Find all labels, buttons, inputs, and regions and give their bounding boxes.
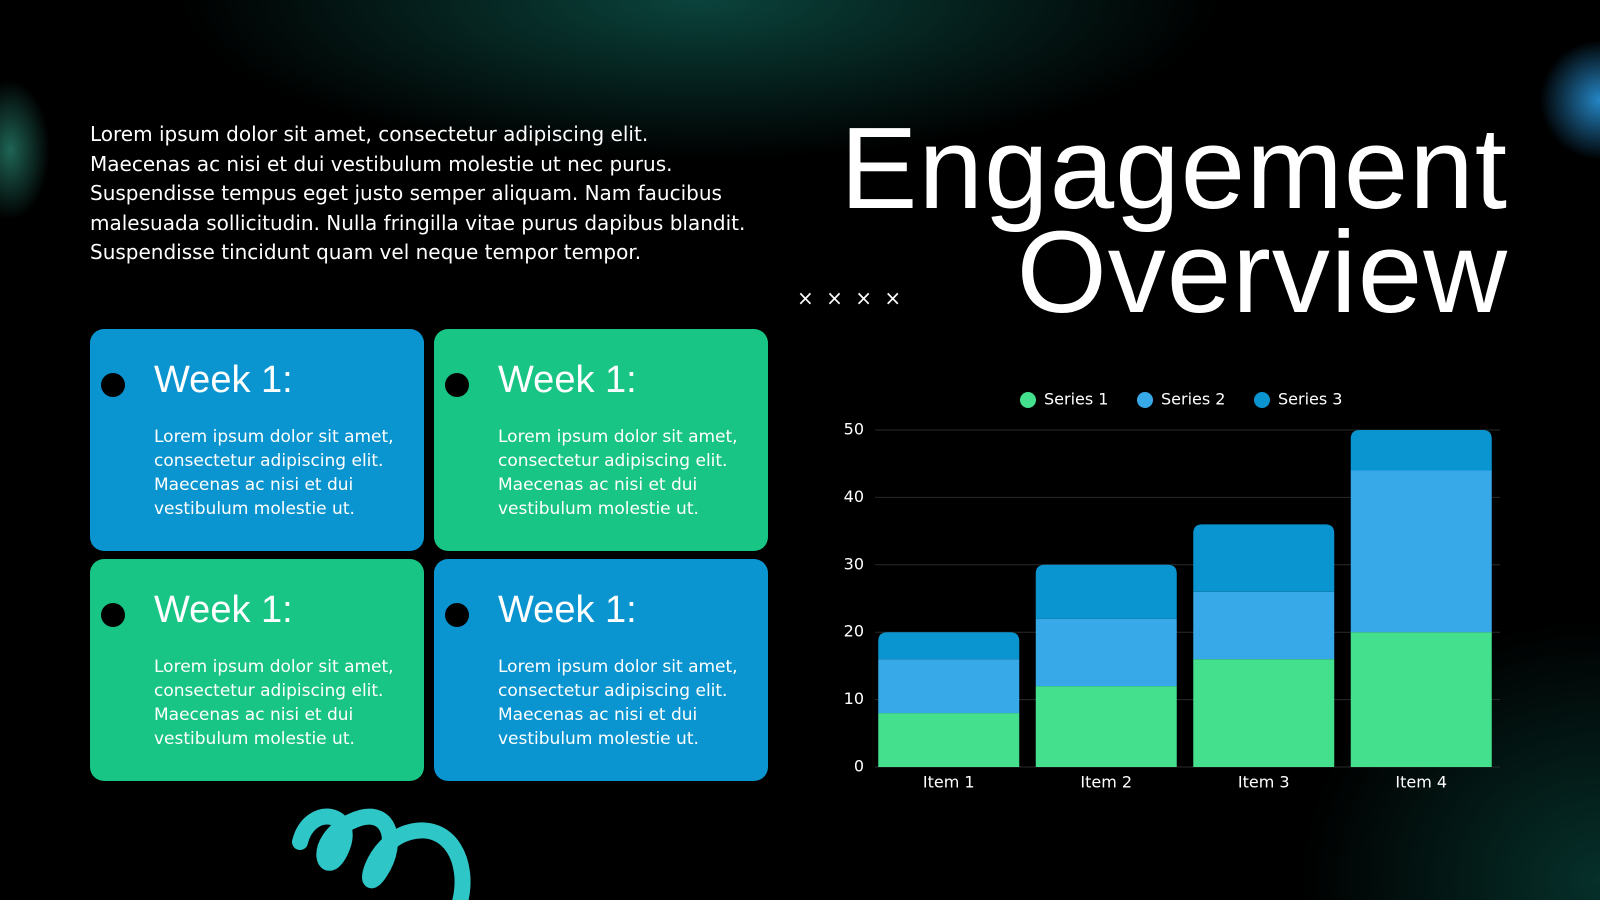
legend-swatch: [1020, 392, 1036, 408]
bullet: [445, 373, 469, 397]
card-body: Lorem ipsum dolor sit amet, consectetur …: [154, 657, 394, 749]
bar-segment: [1035, 564, 1177, 619]
bar-segment: [1350, 632, 1492, 767]
info-card: Week 1: Lorem ipsum dolor sit amet, conse…: [434, 559, 768, 781]
x-tick-label: Item 1: [923, 773, 975, 792]
y-tick-label: 40: [844, 487, 864, 506]
x-tick-label: Item 2: [1080, 773, 1132, 792]
card-title: Week 1:: [498, 589, 637, 631]
card-body: Lorem ipsum dolor sit amet, consectetur …: [154, 427, 394, 519]
bar-segment: [1193, 591, 1335, 660]
legend-label: Series 3: [1278, 390, 1342, 409]
bar-segment: [1035, 686, 1177, 767]
y-tick-label: 10: [844, 689, 864, 708]
bar-segment: [1193, 524, 1335, 592]
info-card: Week 1: Lorem ipsum dolor sit amet, conse…: [90, 559, 424, 781]
legend-swatch: [1254, 392, 1270, 408]
bar-segment: [1350, 430, 1492, 471]
bar-segment: [878, 659, 1020, 714]
x-tick-label: Item 3: [1238, 773, 1290, 792]
bullet: [101, 603, 125, 627]
title-line: Overview: [1016, 207, 1508, 337]
bar-segment: [1193, 659, 1335, 767]
info-card: Week 1: Lorem ipsum dolor sit amet, conse…: [434, 329, 768, 551]
card-body: Lorem ipsum dolor sit amet, consectetur …: [498, 657, 738, 749]
legend-swatch: [1137, 392, 1153, 408]
legend-label: Series 1: [1044, 390, 1108, 409]
card-title: Week 1:: [498, 359, 637, 401]
info-card: Week 1: Lorem ipsum dolor sit amet, conse…: [90, 329, 424, 551]
card-title: Week 1:: [154, 589, 293, 631]
bar-segment: [1035, 618, 1177, 687]
bar-segment: [878, 713, 1020, 767]
x-tick-label: Item 4: [1395, 773, 1447, 792]
card-title: Week 1:: [154, 359, 293, 401]
intro-text: Lorem ipsum dolor sit amet, consectetur …: [90, 122, 746, 264]
y-tick-label: 20: [844, 622, 864, 641]
title-line: Engagement: [840, 103, 1508, 233]
y-tick-label: 30: [844, 554, 864, 573]
y-tick-label: 0: [854, 757, 864, 776]
bullet: [101, 373, 125, 397]
bar-segment: [1350, 470, 1492, 633]
decoration: × × × ×: [797, 286, 905, 310]
card-body: Lorem ipsum dolor sit amet, consectetur …: [498, 427, 738, 519]
spiral-decoration: [292, 808, 471, 900]
y-tick-label: 50: [844, 420, 864, 439]
legend-label: Series 2: [1161, 390, 1225, 409]
bullet: [445, 603, 469, 627]
bar-segment: [878, 632, 1020, 660]
